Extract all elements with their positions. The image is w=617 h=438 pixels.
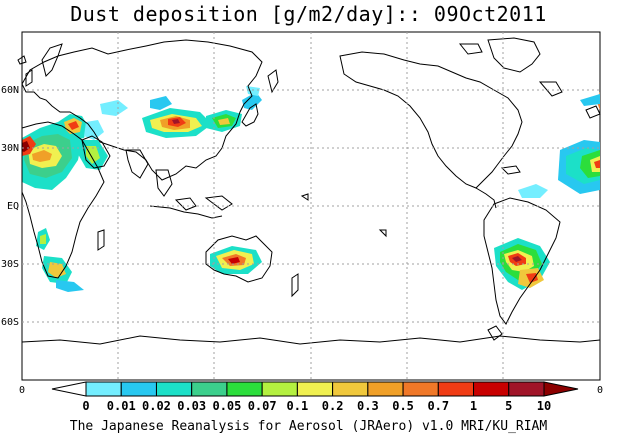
colorbar-label: 0.7 (427, 399, 449, 413)
colorbar-swatch (191, 381, 228, 397)
colorbar-swatch (402, 381, 439, 397)
colorbar-min-arrow (51, 381, 87, 397)
colorbar-label: 0.07 (248, 399, 277, 413)
colorbar-swatch (120, 381, 157, 397)
dust-region-australia (210, 246, 262, 274)
dust-region-taklamakan (142, 108, 212, 138)
lat-label-eq: EQ (7, 201, 19, 212)
colorbar-swatch (508, 381, 545, 397)
coastlines (17, 37, 601, 345)
lon-label-left: 0 (19, 385, 25, 396)
dust-region-mongolia (206, 86, 262, 132)
colorbar-label: 5 (505, 399, 512, 413)
colorbar-label: 0 (82, 399, 89, 413)
colorbar-swatch (261, 381, 298, 397)
lon-label-right: 0 (597, 385, 603, 396)
lat-label-60n: 60N (1, 85, 19, 96)
colorbar-label: 0.03 (177, 399, 206, 413)
footer-credit: The Japanese Reanalysis for Aerosol (JRA… (69, 419, 548, 434)
colorbar-swatch (437, 381, 475, 397)
colorbar-label: 10 (537, 399, 551, 413)
colorbar-label: 0.05 (212, 399, 241, 413)
colorbar-label: 0.1 (287, 399, 309, 413)
lat-label-30s: 30S (1, 259, 19, 270)
colorbar-label: 0.01 (107, 399, 136, 413)
colorbar-swatch (332, 381, 369, 397)
latitude-labels: 60N 30N EQ 30S 60S (1, 85, 19, 328)
colorbar-swatch (226, 381, 263, 397)
map-grid (22, 32, 600, 380)
colorbar: 0 0.01 0.02 0.03 0.05 0.07 0.1 0.2 0.3 0.5 0.7 1 5 10 (51, 381, 579, 413)
colorbar-label: 0.2 (322, 399, 344, 413)
colorbar-label: 0.02 (142, 399, 171, 413)
colorbar-label: 1 (470, 399, 477, 413)
dust-layer (22, 86, 600, 292)
colorbar-swatch (296, 381, 334, 397)
colorbar-max-arrow (543, 381, 579, 397)
dust-region-central-asia (100, 96, 172, 116)
dust-region-sahara (22, 122, 82, 190)
dust-region-atlantic (518, 92, 600, 198)
lat-label-60s: 60S (1, 317, 19, 328)
colorbar-swatch (155, 381, 193, 397)
dust-region-southern-africa (42, 256, 84, 292)
lat-label-30n: 30N (1, 143, 19, 154)
colorbar-label: 0.3 (357, 399, 379, 413)
dust-region-sw-africa (36, 228, 50, 250)
colorbar-label: 0.5 (392, 399, 414, 413)
colorbar-swatch (473, 381, 510, 397)
dust-region-middle-east (58, 114, 104, 140)
dust-region-arabia (78, 140, 108, 170)
colorbar-swatch (367, 381, 404, 397)
colorbar-swatch (85, 381, 122, 397)
map-title: Dust deposition [g/m2/day]:: 09Oct2011 (70, 2, 547, 26)
